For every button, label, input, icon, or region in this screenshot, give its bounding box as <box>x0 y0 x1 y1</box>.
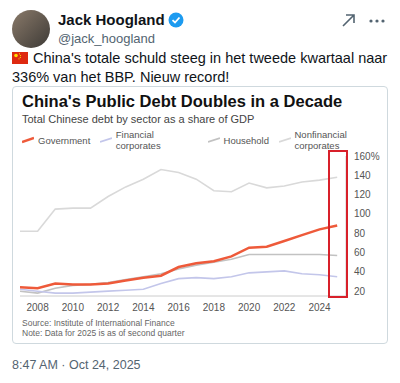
html-text:@jack_hoogland: @jack_hoogland <box>58 31 155 46</box>
svg-text:2022: 2022 <box>273 302 296 313</box>
svg-text:60: 60 <box>354 247 366 258</box>
html-text:Total Chinese debt by sector a: Total Chinese debt by sector as a share … <box>22 113 255 125</box>
svg-text:160%: 160% <box>354 151 380 162</box>
html-text:Jack Hoogland: Jack Hoogland <box>58 11 165 28</box>
svg-text:2024: 2024 <box>308 302 331 313</box>
svg-text:100: 100 <box>354 208 371 219</box>
html-text:China's totale schuld steeg in: China's totale schuld steeg in het tweed… <box>12 50 388 85</box>
html-text:Source: Institute of Internati: Source: Institute of International Finan… <box>22 318 175 328</box>
svg-text:2018: 2018 <box>203 302 226 313</box>
html-text:Note: Data for 2025 is as of s: Note: Data for 2025 is as of second quar… <box>22 328 185 338</box>
html-text:8:47 AM · Oct 24, 2025: 8:47 AM · Oct 24, 2025 <box>12 358 141 372</box>
html-text:China's Public Debt Doubles in: China's Public Debt Doubles in a Decade <box>22 92 343 110</box>
svg-text:80: 80 <box>354 228 366 239</box>
html-text:Financial corporates: Financial corporates <box>115 129 161 151</box>
html-text:Household: Household <box>223 134 269 146</box>
svg-text:20: 20 <box>354 286 366 297</box>
svg-text:2014: 2014 <box>132 302 155 313</box>
svg-text:40: 40 <box>354 266 366 277</box>
svg-text:2020: 2020 <box>238 302 261 313</box>
svg-text:2012: 2012 <box>97 302 120 313</box>
html-text:Government: Government <box>38 134 91 146</box>
svg-text:2008: 2008 <box>26 302 49 313</box>
html-text:Nonfinancial corporates: Nonfinancial corporates <box>294 129 347 151</box>
svg-text:120: 120 <box>354 189 371 200</box>
svg-text:2016: 2016 <box>167 302 190 313</box>
svg-text:2010: 2010 <box>62 302 85 313</box>
svg-text:140: 140 <box>354 170 371 181</box>
